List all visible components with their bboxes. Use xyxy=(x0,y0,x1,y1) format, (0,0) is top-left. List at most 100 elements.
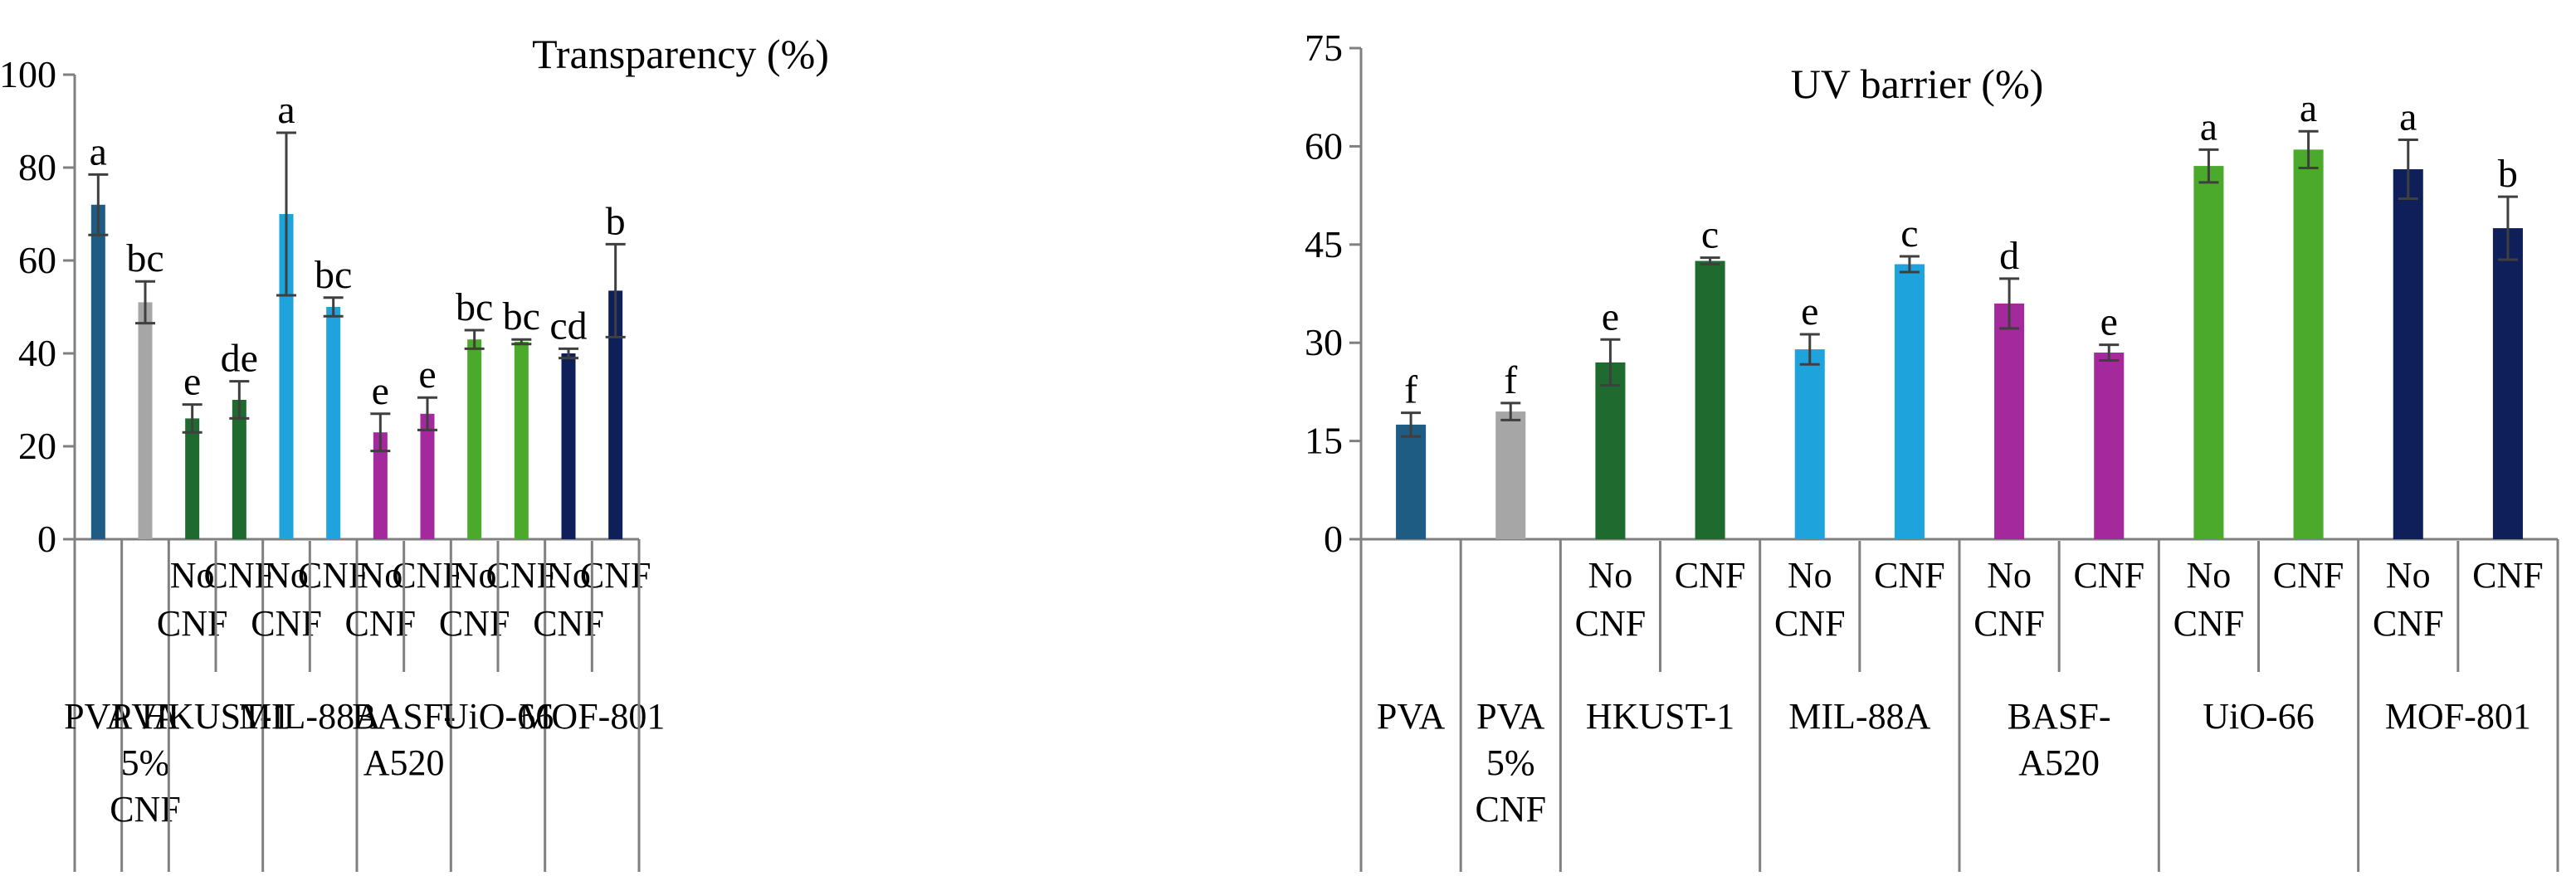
y-tick-label: 75 xyxy=(1305,27,1343,69)
category-label: UiO-66 xyxy=(442,696,554,737)
bar xyxy=(420,413,435,539)
significance-letter: c xyxy=(1701,213,1719,257)
sub-category-label: CNF xyxy=(1874,555,1945,596)
bar xyxy=(1595,362,1626,539)
category-label: PVA xyxy=(1476,696,1545,737)
bar xyxy=(1396,424,1427,539)
sub-category-label: No xyxy=(546,555,591,596)
y-tick-label: 40 xyxy=(18,332,56,374)
sub-category-label: CNF xyxy=(533,603,604,644)
significance-letter: b xyxy=(2498,152,2518,196)
significance-letter: e xyxy=(372,369,389,413)
significance-letter: a xyxy=(90,129,107,173)
significance-letter: bc xyxy=(503,294,540,338)
category-label: HKUST-1 xyxy=(1586,696,1734,737)
chart-panel-1: Transparency (%)020406080100aPVAbcPVA5%C… xyxy=(0,31,829,872)
sub-category-label: CNF xyxy=(1675,555,1746,596)
bar xyxy=(138,302,153,539)
sub-category-label: CNF xyxy=(345,603,417,644)
sub-category-label: CNF xyxy=(2373,603,2444,644)
sub-category-label: No xyxy=(452,555,497,596)
y-tick-label: 15 xyxy=(1305,420,1343,462)
bar xyxy=(1894,264,1925,539)
significance-letter: e xyxy=(2100,300,2118,344)
sub-category-label: CNF xyxy=(580,555,651,596)
significance-letter: c xyxy=(1900,212,1918,256)
bar xyxy=(2393,169,2423,539)
chart-title: UV barrier (%) xyxy=(1791,61,2044,107)
bar xyxy=(2193,166,2224,539)
sub-category-label: No xyxy=(358,555,402,596)
sub-category-label: CNF xyxy=(1575,603,1647,644)
sub-category-label: No xyxy=(1788,555,1832,596)
significance-letter: bc xyxy=(456,285,493,329)
y-tick-label: 80 xyxy=(18,146,56,188)
sub-category-label: No xyxy=(2386,555,2431,596)
sub-category-label: CNF xyxy=(2073,555,2144,596)
bar xyxy=(185,418,200,539)
sub-category-label: CNF xyxy=(251,603,322,644)
category-label: CNF xyxy=(1475,789,1546,830)
category-label: CNF xyxy=(110,789,181,830)
significance-letter: a xyxy=(2300,86,2317,130)
bar xyxy=(1695,260,1725,539)
category-label: MIL-88A xyxy=(1788,696,1930,737)
significance-letter: e xyxy=(183,360,201,404)
category-label: 5% xyxy=(121,742,170,783)
y-tick-label: 60 xyxy=(18,239,56,281)
significance-letter: b xyxy=(606,199,626,243)
y-tick-label: 20 xyxy=(18,425,56,467)
y-tick-label: 0 xyxy=(1324,518,1343,560)
sub-category-label: CNF xyxy=(2472,555,2544,596)
bar xyxy=(2492,228,2523,539)
y-tick-label: 45 xyxy=(1305,223,1343,265)
category-label: 5% xyxy=(1486,742,1535,783)
category-label: BASF- xyxy=(352,696,456,737)
bar xyxy=(608,290,623,539)
category-label: A520 xyxy=(2018,742,2100,783)
sub-category-label: CNF xyxy=(1774,603,1846,644)
bar xyxy=(90,204,105,540)
bar xyxy=(1794,349,1825,539)
bar xyxy=(561,353,576,539)
bar xyxy=(1994,303,2025,539)
bar xyxy=(467,339,482,539)
category-label: MOF-801 xyxy=(2385,696,2531,737)
category-label: BASF- xyxy=(2008,696,2111,737)
category-label: UiO-66 xyxy=(2203,696,2314,737)
sub-category-label: No xyxy=(1987,555,2032,596)
category-label: PVA xyxy=(1377,696,1446,737)
y-tick-label: 30 xyxy=(1305,321,1343,363)
sub-category-label: No xyxy=(2187,555,2232,596)
significance-letter: e xyxy=(1602,294,1619,338)
significance-letter: bc xyxy=(126,236,163,280)
sub-category-label: CNF xyxy=(2273,555,2344,596)
bar xyxy=(232,400,246,539)
bar xyxy=(373,432,388,539)
significance-letter: cd xyxy=(549,304,587,348)
significance-letter: d xyxy=(1999,234,2019,278)
significance-letter: e xyxy=(1801,290,1818,333)
chart-panel-2: UV barrier (%) 0 15 30 45 60 75 f PVA f PVA 5% CNF e N… xyxy=(1305,27,2559,872)
significance-letter: a xyxy=(2399,95,2417,139)
bar xyxy=(2293,149,2324,539)
bar xyxy=(514,342,529,539)
significance-letter: e xyxy=(418,353,436,397)
y-tick-label: 0 xyxy=(37,518,56,560)
significance-letter: f xyxy=(1404,368,1417,412)
significance-letter: bc xyxy=(315,253,352,297)
category-label: MOF-801 xyxy=(519,696,665,737)
significance-letter: a xyxy=(277,88,295,132)
sub-category-label: CNF xyxy=(439,603,510,644)
category-label: HKUST-1 xyxy=(141,696,290,737)
significance-letter: f xyxy=(1504,358,1517,402)
significance-letter: de xyxy=(221,337,258,381)
significance-letter: a xyxy=(2200,105,2217,148)
sub-category-label: No xyxy=(170,555,215,596)
chart-title: Transparency (%) xyxy=(532,31,829,77)
sub-category-label: CNF xyxy=(157,603,228,644)
sub-category-label: CNF xyxy=(2174,603,2245,644)
sub-category-label: No xyxy=(264,555,309,596)
